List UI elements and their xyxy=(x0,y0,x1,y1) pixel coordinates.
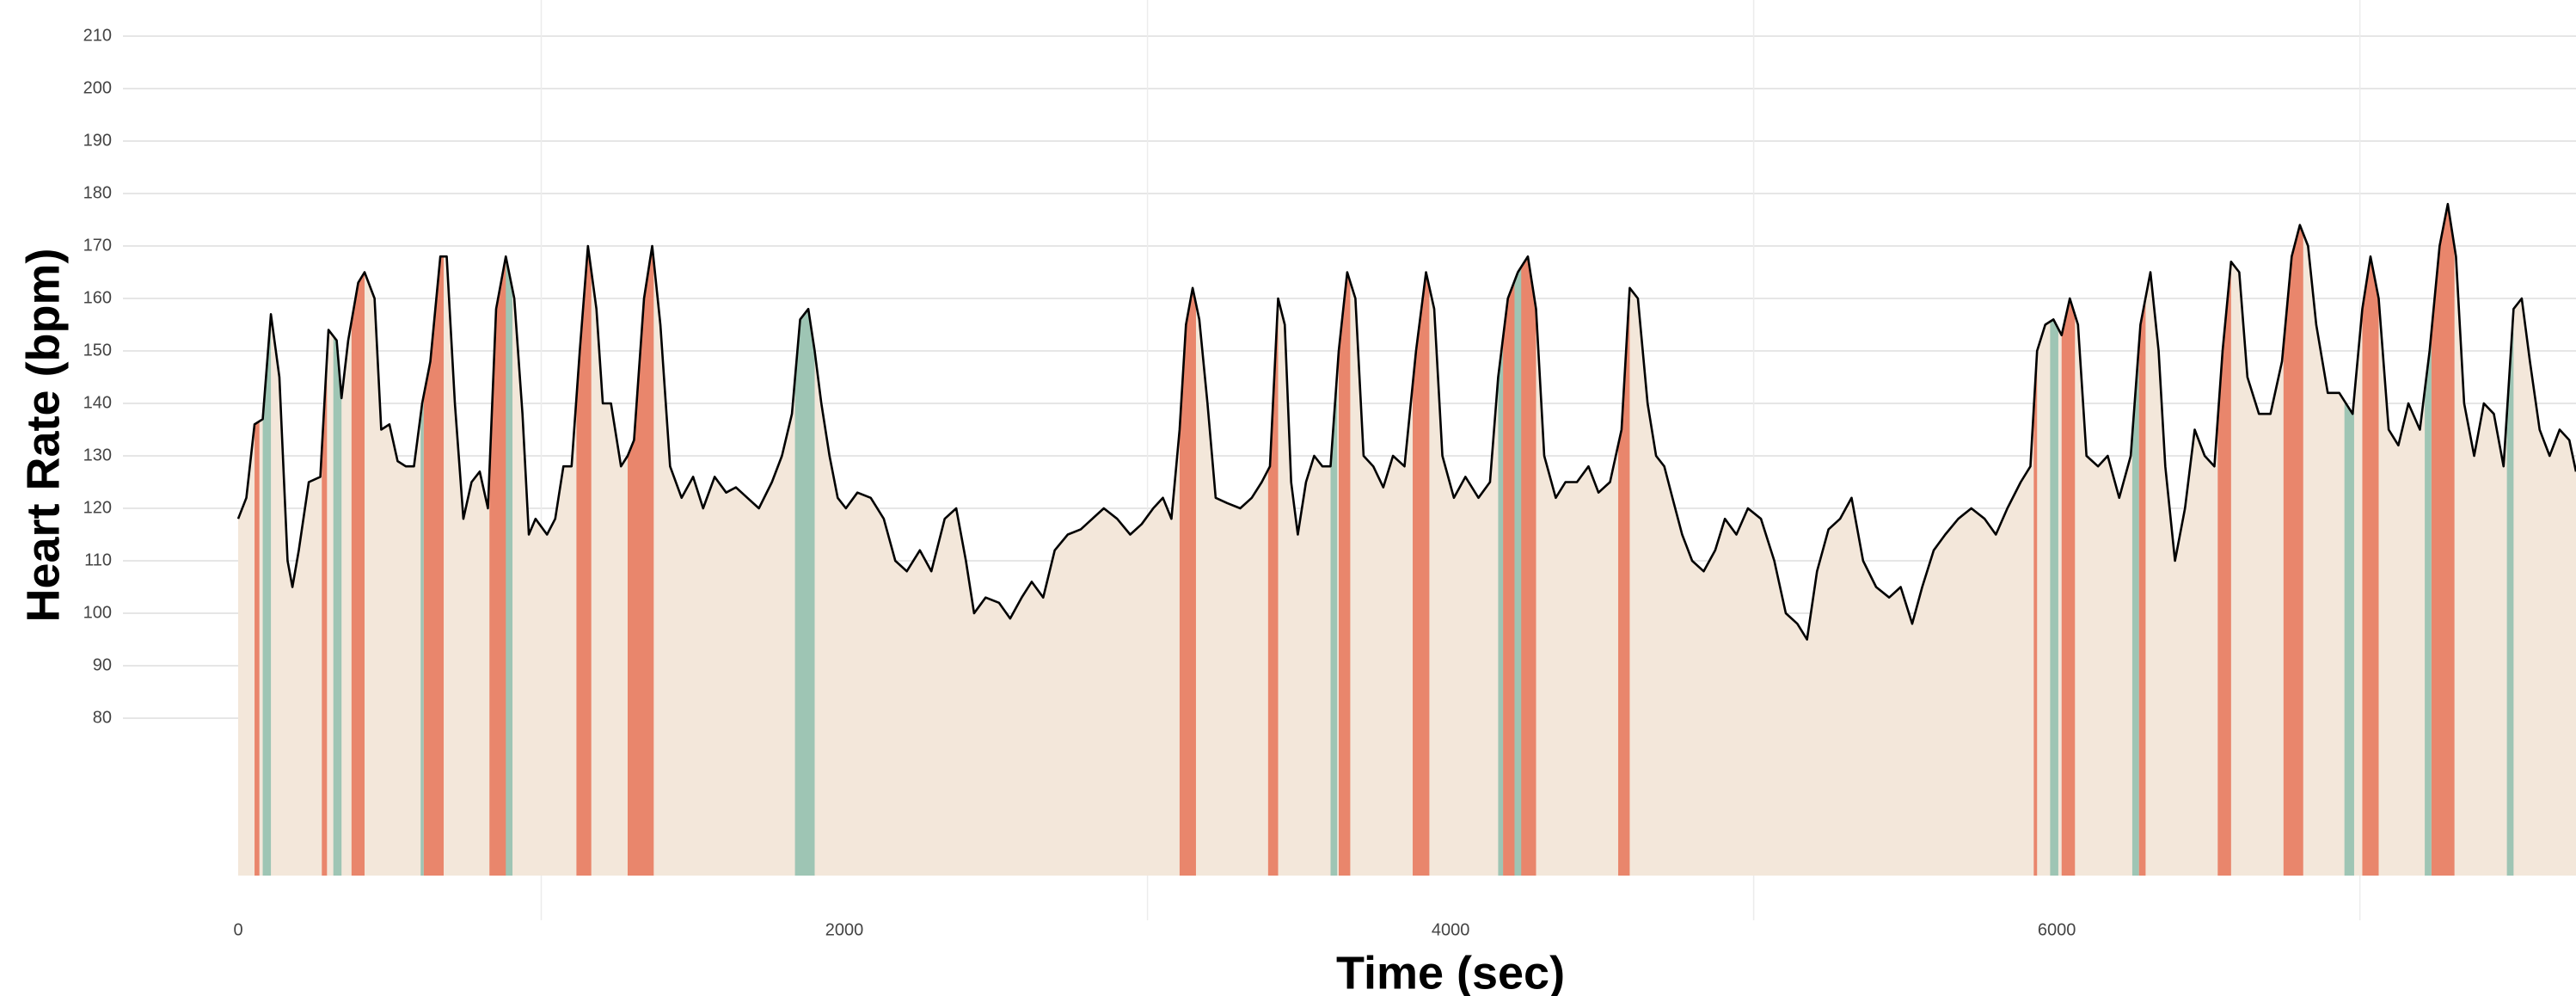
y-tick-label: 120 xyxy=(83,498,112,517)
zone-band xyxy=(506,204,513,876)
zone-band xyxy=(1413,204,1430,876)
y-tick-label: 210 xyxy=(83,26,112,45)
x-tick-label: 6000 xyxy=(2038,920,2076,939)
zone-band xyxy=(1267,204,1279,876)
zone-band xyxy=(2217,204,2231,876)
x-tick-label: 0 xyxy=(233,920,242,939)
x-tick-label: 4000 xyxy=(1432,920,1470,939)
y-tick-label: 190 xyxy=(83,131,112,150)
zone-band xyxy=(333,204,342,876)
y-axis-title: Heart Rate (bpm) xyxy=(17,248,69,622)
zone-band xyxy=(322,204,328,876)
y-tick-label: 200 xyxy=(83,78,112,97)
zone-band xyxy=(627,204,654,876)
zone-band xyxy=(2283,204,2303,876)
zone-band xyxy=(794,204,815,876)
zone-band xyxy=(2131,204,2139,876)
y-tick-label: 170 xyxy=(83,236,112,255)
zone-band xyxy=(1330,204,1338,876)
zone-band xyxy=(2362,204,2379,876)
zone-band xyxy=(2061,204,2076,876)
zone-band xyxy=(255,204,260,876)
area xyxy=(238,204,2576,876)
zone-band xyxy=(1498,204,1504,876)
x-tick-label: 2000 xyxy=(825,920,864,939)
zone-band xyxy=(2033,204,2038,876)
zone-band xyxy=(351,204,365,876)
zone-band xyxy=(262,204,272,876)
zone-band xyxy=(1339,204,1351,876)
zone-band xyxy=(1514,204,1522,876)
line xyxy=(236,202,2576,641)
y-tick-label: 150 xyxy=(83,341,112,360)
y-tick-label: 160 xyxy=(83,288,112,307)
y-tick-label: 90 xyxy=(93,655,112,674)
x-axis-title: Time (sec) xyxy=(1336,947,1565,996)
y-tick-label: 140 xyxy=(83,393,112,412)
zone-band xyxy=(2425,204,2432,876)
y-tick-label: 130 xyxy=(83,446,112,464)
y-tick-label: 100 xyxy=(83,603,112,622)
zone-band xyxy=(2344,204,2354,876)
y-tick-label: 110 xyxy=(84,550,112,569)
zone-band xyxy=(2138,204,2146,876)
zone-band xyxy=(423,204,445,876)
zone-band xyxy=(420,204,424,876)
zone-band xyxy=(2506,204,2514,876)
zone-band xyxy=(576,204,592,876)
zone-band xyxy=(2050,204,2058,876)
zone-band xyxy=(2431,204,2455,876)
zone-band xyxy=(1179,204,1196,876)
y-tick-label: 80 xyxy=(93,708,112,727)
y-tick-label: 180 xyxy=(83,183,112,202)
